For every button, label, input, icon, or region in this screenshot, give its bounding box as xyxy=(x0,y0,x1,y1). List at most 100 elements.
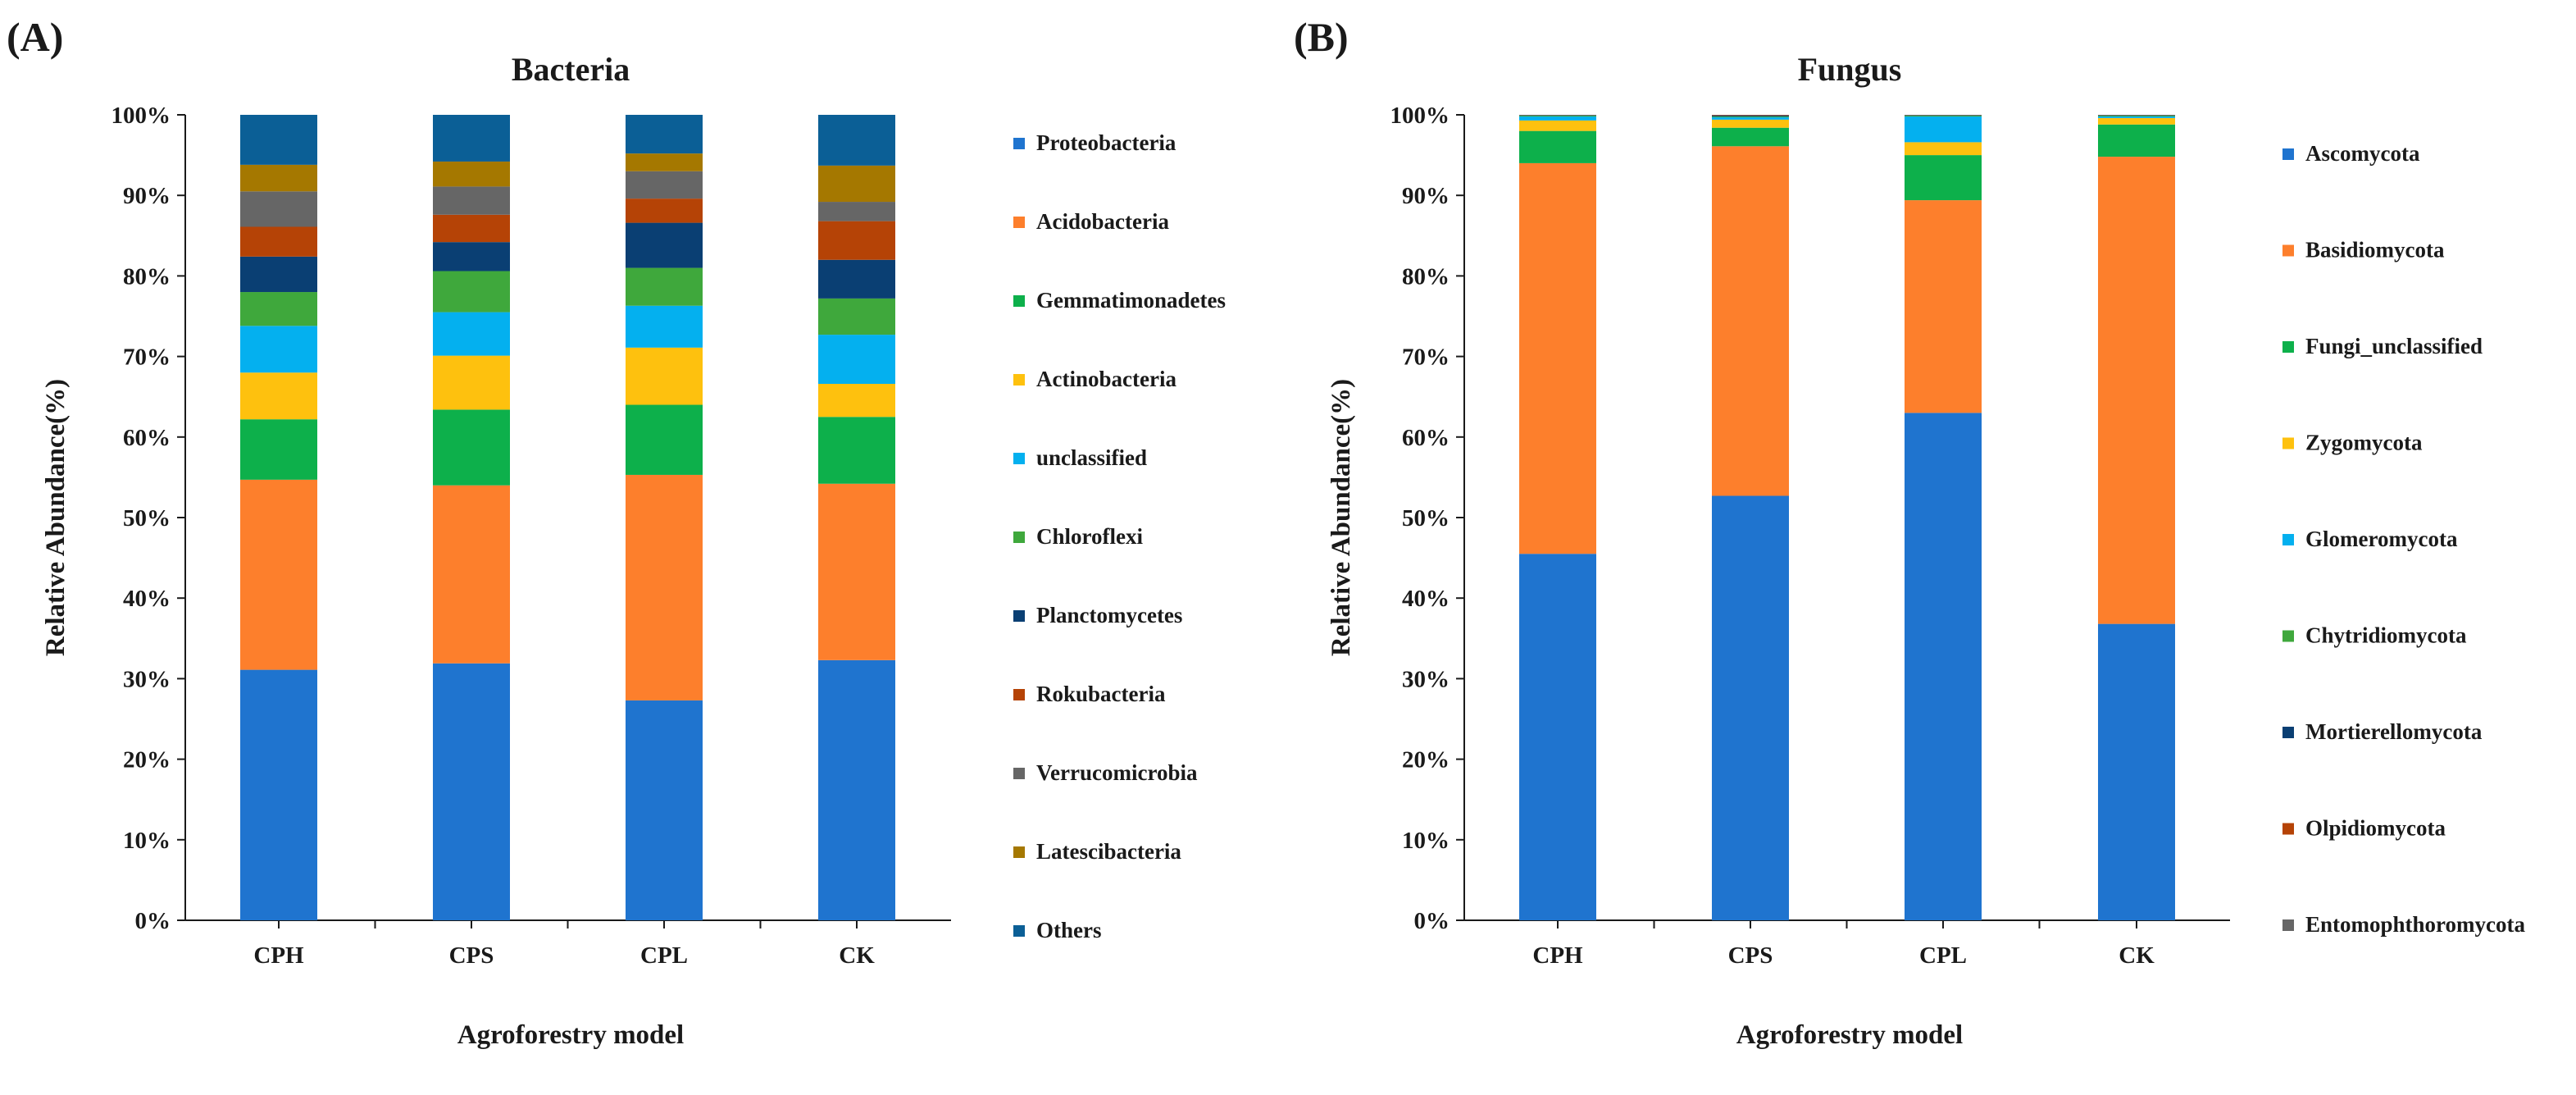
legend-swatch-others xyxy=(1013,925,1025,937)
panel-fungus: (B) Fungus 0% 10% 20% 30% 40% 50% 60% 70% 80% 90% 10… xyxy=(1294,14,2526,1050)
legend-label-mortierellomycota: Mortierellomycota xyxy=(2305,719,2483,744)
bar-cpl-verrucomicrobia xyxy=(626,171,703,199)
legend-swatch-olpidiomycota xyxy=(2282,823,2294,835)
legend-label-planctomycetes: Planctomycetes xyxy=(1036,603,1182,627)
y-tick-label-50: 50% xyxy=(1402,505,1450,532)
x-tick-label-cph: CPH xyxy=(253,942,304,969)
bar-cpl-others xyxy=(626,115,703,154)
bar-cph-planctomycetes xyxy=(240,256,317,293)
bar-cpl-rokubacteria xyxy=(626,198,703,223)
bar-ck-others xyxy=(818,115,895,166)
legend-swatch-ascomycota xyxy=(2282,148,2294,160)
bar-cps-actinobacteria xyxy=(433,355,510,410)
legend-label-others: Others xyxy=(1036,918,1101,942)
chart-title: Bacteria xyxy=(512,51,630,88)
legend-swatch-proteobacteria xyxy=(1013,138,1025,149)
y-tick-label-0: 0% xyxy=(1414,908,1450,934)
y-tick-label-30: 30% xyxy=(1402,666,1450,692)
bar-cps-zygomycota xyxy=(1712,119,1789,128)
legend-label-olpidiomycota: Olpidiomycota xyxy=(2305,816,2446,841)
x-tick-label-cph: CPH xyxy=(1532,942,1583,969)
bar-cph-actinobacteria xyxy=(240,372,317,420)
bar-cph-acidobacteria xyxy=(240,479,317,670)
y-tick-label-10: 10% xyxy=(1402,828,1450,854)
bar-ck-zygomycota xyxy=(2098,117,2175,125)
legend-label-unclassified: unclassified xyxy=(1036,445,1147,470)
bar-ck-basidiomycota xyxy=(2098,157,2175,624)
legend-swatch-zygomycota xyxy=(2282,437,2294,449)
bar-cpl-zygomycota xyxy=(1905,142,1982,156)
legend-label-fungi-unclassified: Fungi_unclassified xyxy=(2305,334,2483,358)
bar-cph-unclassified xyxy=(240,326,317,373)
bar-cps-proteobacteria xyxy=(433,663,510,920)
bar-ck-planctomycetes xyxy=(818,259,895,299)
legend-label-actinobacteria: Actinobacteria xyxy=(1036,367,1176,391)
bar-cph-chloroflexi xyxy=(240,292,317,326)
y-tick-label-40: 40% xyxy=(123,586,171,612)
bar-cph-others xyxy=(240,115,317,165)
bar-cps-glomeromycota xyxy=(1712,116,1789,120)
legend-swatch-gemmatimonadetes xyxy=(1013,295,1025,307)
legend-label-latescibacteria: Latescibacteria xyxy=(1036,839,1181,864)
legend-label-verrucomicrobia: Verrucomicrobia xyxy=(1036,760,1198,785)
bar-cph-basidiomycota xyxy=(1519,162,1596,554)
y-tick-label-90: 90% xyxy=(1402,183,1450,209)
legend-label-basidiomycota: Basidiomycota xyxy=(2305,238,2445,262)
y-tick-label-70: 70% xyxy=(1402,344,1450,371)
bar-cph-glomeromycota xyxy=(1519,116,1596,121)
bar-cps-verrucomicrobia xyxy=(433,186,510,215)
bar-ck-rokubacteria xyxy=(818,221,895,260)
bar-cps-unclassified xyxy=(433,312,510,356)
legend-label-glomeromycota: Glomeromycota xyxy=(2305,527,2458,551)
legend-label-rokubacteria: Rokubacteria xyxy=(1036,682,1166,706)
x-tick-label-cpl: CPL xyxy=(1919,942,1967,969)
x-axis-label: Agroforestry model xyxy=(457,1020,684,1050)
y-tick-label-30: 30% xyxy=(123,666,171,692)
y-axis-label: Relative Abundance(%) xyxy=(1327,379,1356,656)
legend-swatch-glomeromycota xyxy=(2282,534,2294,545)
bar-ck-verrucomicrobia xyxy=(818,202,895,221)
bar-cps-latescibacteria xyxy=(433,161,510,187)
bar-cps-chytridiomycota xyxy=(1712,116,1789,117)
y-tick-label-80: 80% xyxy=(123,263,171,290)
y-tick-label-20: 20% xyxy=(1402,747,1450,773)
legend-swatch-unclassified xyxy=(1013,453,1025,464)
bar-cph-verrucomicrobia xyxy=(240,191,317,227)
bar-cps-others xyxy=(433,115,510,162)
legend-swatch-latescibacteria xyxy=(1013,846,1025,858)
legend-label-entomophthoromycota: Entomophthoromycota xyxy=(2305,912,2526,937)
legend-label-acidobacteria: Acidobacteria xyxy=(1036,209,1169,234)
bar-cpl-fungi-unclassified xyxy=(1905,155,1982,201)
x-axis-label: Agroforestry model xyxy=(1736,1020,1963,1050)
y-tick-label-70: 70% xyxy=(123,344,171,371)
legend-swatch-mortierellomycota xyxy=(2282,727,2294,738)
bar-cpl-planctomycetes xyxy=(626,222,703,268)
bar-cph-proteobacteria xyxy=(240,669,317,920)
bar-cpl-acidobacteria xyxy=(626,474,703,700)
bar-ck-proteobacteria xyxy=(818,659,895,920)
legend-swatch-chloroflexi xyxy=(1013,532,1025,543)
bar-cps-gemmatimonadetes xyxy=(433,409,510,486)
bar-cps-fungi-unclassified xyxy=(1712,127,1789,147)
chart-title: Fungus xyxy=(1798,51,1902,88)
bar-cpl-proteobacteria xyxy=(626,700,703,920)
legend-swatch-basidiomycota xyxy=(2282,244,2294,257)
panel-bacteria: (A) Bacteria 0% 10% 20% 30% 40% 50% 60% 70% 80% 90%… xyxy=(7,14,1226,1050)
legend-label-chytridiomycota: Chytridiomycota xyxy=(2305,623,2467,648)
legend-swatch-fungi-unclassified xyxy=(2282,341,2294,353)
bar-cpl-glomeromycota xyxy=(1905,116,1982,143)
bar-cph-ascomycota xyxy=(1519,554,1596,920)
y-tick-label-90: 90% xyxy=(123,183,171,209)
y-tick-label-100: 100% xyxy=(1390,103,1450,129)
x-tick-label-ck: CK xyxy=(839,942,875,969)
x-tick-label-cpl: CPL xyxy=(640,942,688,969)
y-tick-label-0: 0% xyxy=(135,908,171,934)
y-tick-label-100: 100% xyxy=(112,103,171,129)
x-tick-label-cps: CPS xyxy=(1728,942,1773,969)
panel-label: (A) xyxy=(7,14,63,60)
bar-cph-zygomycota xyxy=(1519,120,1596,131)
bar-cpl-actinobacteria xyxy=(626,347,703,405)
bar-cph-latescibacteria xyxy=(240,164,317,192)
bar-cps-rokubacteria xyxy=(433,214,510,243)
